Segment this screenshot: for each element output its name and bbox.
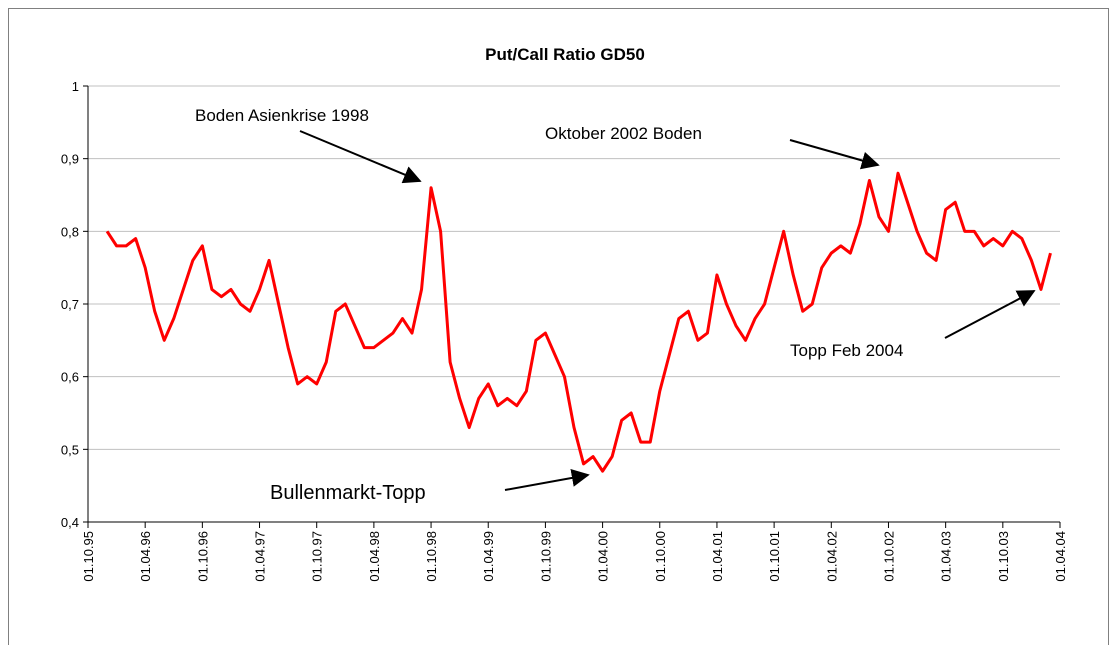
x-tick-label: 01.04.02: [824, 531, 839, 582]
x-tick-label: 01.10.98: [424, 531, 439, 582]
annotation-arrow: [789, 139, 880, 170]
y-tick-label: 0,7: [61, 297, 79, 312]
plot-area: 0,4 0,5 0,6 0,7 0,8 0,9 1 01.10.95 01.04.96 01.10…: [61, 79, 1068, 582]
y-tick-label: 0,5: [61, 442, 79, 457]
x-tick-label: 01.10.02: [881, 531, 896, 582]
y-tick-label: 0,8: [61, 224, 79, 239]
x-tick-label: 01.10.97: [310, 531, 325, 582]
x-tick-label: 01.04.04: [1053, 531, 1068, 582]
x-tick-label: 01.10.95: [81, 531, 96, 582]
annotation: Boden Asienkrise 1998: [195, 106, 369, 125]
chart-frame: [8, 8, 1109, 645]
annotation-arrow: [504, 469, 590, 491]
annotation: Topp Feb 2004: [790, 341, 903, 360]
y-tick-label: 0,9: [61, 152, 79, 167]
x-tick-label: 01.04.03: [939, 531, 954, 582]
x-tick-label: 01.04.98: [367, 531, 382, 582]
x-tick-label: 01.04.01: [710, 531, 725, 582]
chart-title: Put/Call Ratio GD50: [485, 45, 645, 64]
x-tick-label: 01.04.96: [138, 531, 153, 582]
x-tick-label: 01.10.96: [195, 531, 210, 582]
y-tick-label: 1: [72, 79, 79, 94]
y-tick-label: 0,4: [61, 515, 79, 530]
annotation: Bullenmarkt-Topp: [270, 482, 426, 504]
y-tick-label: 0,6: [61, 370, 79, 385]
x-tick-label: 01.10.03: [996, 531, 1011, 582]
x-tick-label: 01.10.00: [653, 531, 668, 582]
data-line: [105, 171, 1052, 473]
x-tick-label: 01.04.00: [596, 531, 611, 582]
annotation-arrow: [944, 290, 1036, 339]
x-tick-label: 01.04.97: [253, 531, 268, 582]
annotation: Oktober 2002 Boden: [545, 124, 702, 143]
x-tick-label: 01.10.99: [538, 531, 553, 582]
x-tick-label: 01.10.01: [767, 531, 782, 582]
x-tick-label: 01.04.99: [481, 531, 496, 582]
annotation-arrow: [299, 130, 422, 184]
